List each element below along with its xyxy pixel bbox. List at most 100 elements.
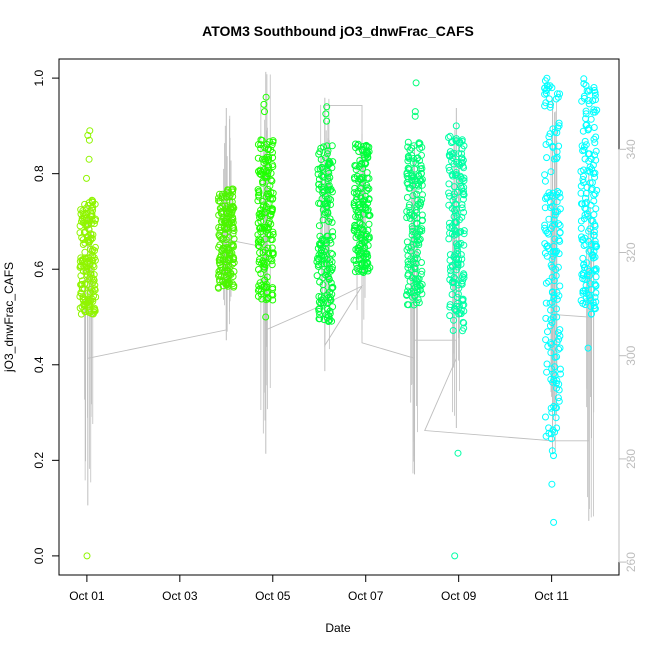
data-point <box>81 200 89 208</box>
data-point <box>264 244 272 252</box>
data-point <box>325 317 333 325</box>
data-point <box>405 175 412 183</box>
data-point <box>267 176 275 184</box>
data-point <box>318 236 326 243</box>
data-point <box>554 188 562 195</box>
data-point <box>254 186 262 194</box>
data-point <box>408 274 416 282</box>
data-point <box>325 169 333 177</box>
data-point <box>404 180 412 188</box>
x-axis: Oct 01 Oct 03 Oct 05 Oct 07 Oct 09 Oct 11 <box>69 574 569 603</box>
data-point <box>556 222 564 229</box>
data-point <box>315 308 323 315</box>
data-point <box>89 231 97 239</box>
data-point <box>89 261 97 269</box>
data-point <box>364 267 372 275</box>
data-point <box>588 165 596 173</box>
data-point <box>87 297 95 305</box>
data-point <box>261 224 269 232</box>
x-tick-label: Oct 07 <box>348 589 384 603</box>
data-point <box>547 430 555 438</box>
data-point <box>268 236 276 244</box>
data-point <box>403 291 411 299</box>
data-point <box>269 231 277 238</box>
data-point <box>329 228 337 236</box>
data-point <box>351 222 359 230</box>
data-point <box>85 155 93 163</box>
data-point <box>553 424 561 432</box>
data-point <box>217 273 225 281</box>
data-point <box>449 327 457 334</box>
data-point <box>352 223 360 231</box>
data-point <box>221 218 229 225</box>
data-point <box>556 282 564 290</box>
data-point <box>542 195 549 203</box>
data-point <box>316 311 324 319</box>
data-point <box>453 244 461 252</box>
data-point <box>257 270 265 278</box>
data-point <box>460 208 468 216</box>
data-point <box>329 263 336 271</box>
data-point <box>546 204 554 211</box>
data-point <box>546 198 554 206</box>
data-point <box>578 233 585 241</box>
y-axis-label: jO3_dnwFrac_CAFS <box>2 262 16 373</box>
data-point <box>590 266 598 274</box>
data-point <box>584 167 592 175</box>
y-tick-label: 0.2 <box>32 452 46 469</box>
data-point <box>590 231 598 239</box>
data-point <box>591 91 599 99</box>
data-point <box>225 233 233 241</box>
data-point <box>445 134 452 141</box>
data-point <box>90 308 98 316</box>
data-point <box>85 295 93 303</box>
data-point <box>446 256 454 264</box>
data-point <box>404 287 412 295</box>
data-point <box>416 235 424 243</box>
data-point <box>363 250 371 258</box>
data-point <box>358 249 366 257</box>
x-tick-label: Oct 03 <box>162 589 198 603</box>
data-point <box>255 266 262 273</box>
data-point <box>579 254 587 262</box>
data-point <box>323 103 331 111</box>
data-point <box>254 231 262 239</box>
data-point <box>415 186 423 194</box>
data-point <box>591 169 599 177</box>
data-point <box>459 273 466 281</box>
data-point <box>583 271 591 279</box>
data-point <box>445 180 453 188</box>
scatter-series <box>76 74 601 560</box>
data-point <box>409 192 417 200</box>
data-point <box>225 256 233 264</box>
data-point <box>351 162 359 169</box>
data-point <box>592 147 600 155</box>
data-point <box>404 261 412 268</box>
data-point <box>260 209 268 217</box>
data-point <box>255 235 263 243</box>
data-point <box>411 255 419 263</box>
data-point <box>457 306 465 314</box>
data-point <box>260 259 268 267</box>
data-point <box>556 205 564 213</box>
data-point <box>362 142 370 150</box>
data-point <box>447 263 454 271</box>
data-point <box>320 143 328 151</box>
data-point <box>448 291 456 298</box>
data-point <box>590 211 598 219</box>
data-point <box>354 142 362 149</box>
data-point <box>227 269 235 277</box>
data-point <box>583 87 591 95</box>
data-point <box>404 138 412 146</box>
data-point <box>415 275 423 283</box>
data-point <box>591 253 599 261</box>
data-point <box>545 215 553 223</box>
data-point <box>547 340 555 348</box>
data-point <box>547 306 555 314</box>
data-point <box>354 248 362 256</box>
data-point <box>315 185 323 193</box>
data-point <box>591 89 599 96</box>
data-point <box>323 142 331 150</box>
data-point <box>418 281 426 288</box>
data-point <box>324 199 331 207</box>
